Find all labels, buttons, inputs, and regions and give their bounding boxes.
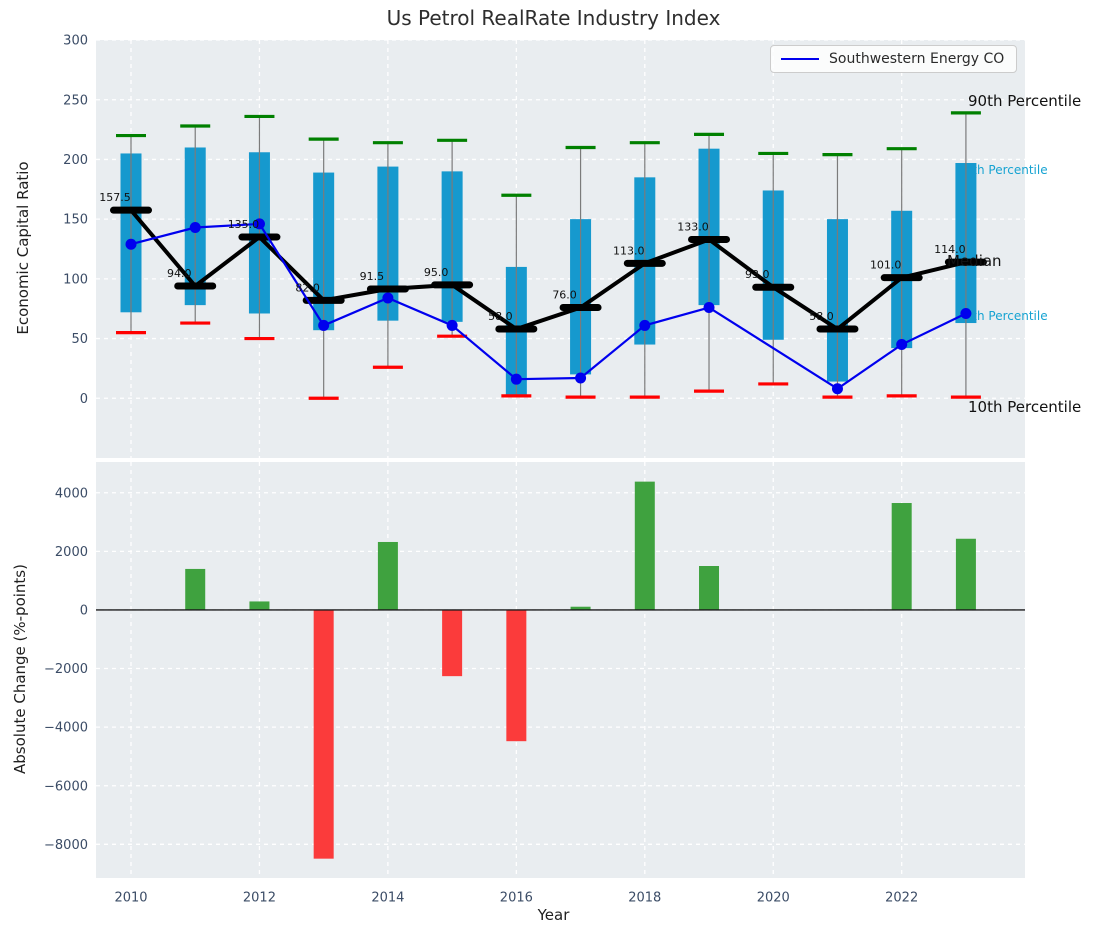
chart-title: Us Petrol RealRate Industry Index xyxy=(386,6,721,30)
median-value-label-2022: 101.0 xyxy=(870,259,902,272)
top-y-tick-150: 150 xyxy=(63,213,88,228)
company-marker-2015 xyxy=(446,319,458,331)
median-dash-2017 xyxy=(559,304,602,312)
change-bar-2016 xyxy=(506,609,527,742)
top-y-tick-250: 250 xyxy=(63,93,88,108)
median-dash-2023 xyxy=(944,258,987,266)
legend-line-sample xyxy=(781,58,819,60)
x-tick-2020: 2020 xyxy=(757,891,790,906)
x-tick-2014: 2014 xyxy=(371,891,404,906)
change-bar-2013 xyxy=(313,609,334,859)
top-y-tick-300: 300 xyxy=(63,34,88,49)
median-dash-2022 xyxy=(880,274,923,282)
median-value-label-2017: 76.0 xyxy=(552,289,577,302)
median-value-label-2020: 93.0 xyxy=(745,268,770,281)
median-value-label-2021: 58.0 xyxy=(809,310,834,323)
median-dash-2021 xyxy=(816,325,859,333)
bottom-axes-background xyxy=(96,462,1025,878)
median-dash-2010 xyxy=(110,206,153,214)
bottom-y-tick-2000: 2000 xyxy=(55,545,88,560)
company-marker-2010 xyxy=(125,238,137,250)
median-value-label-2014: 91.5 xyxy=(360,270,385,283)
company-marker-2023 xyxy=(960,307,972,319)
bottom-y-tick-4000: 4000 xyxy=(55,486,88,501)
bottom-y-tick-0: 0 xyxy=(80,603,88,618)
change-bar-2011 xyxy=(185,568,206,610)
median-line xyxy=(129,208,967,332)
annotation-90th-percentile: 90th Percentile xyxy=(968,92,1082,111)
annotation-median: Median xyxy=(947,252,1002,271)
change-bar-2017 xyxy=(570,606,591,610)
median-value-label-2016: 58.0 xyxy=(488,310,513,323)
change-bar-2012 xyxy=(249,601,270,610)
x-tick-2010: 2010 xyxy=(114,891,147,906)
x-tick-2016: 2016 xyxy=(500,891,533,906)
median-value-label-2015: 95.0 xyxy=(424,266,449,279)
annotation-10th-percentile: 10th Percentile xyxy=(968,397,1082,416)
bottom-y-tick-−4000: −4000 xyxy=(44,721,88,736)
median-value-label-2013: 82.0 xyxy=(295,281,320,294)
company-marker-2021 xyxy=(831,383,843,395)
change-bar-2019 xyxy=(699,566,720,610)
company-marker-2022 xyxy=(896,339,908,351)
company-marker-2019 xyxy=(703,302,715,314)
top-y-axis-label: Economic Capital Ratio xyxy=(14,161,32,335)
bottom-y-axis-label: Absolute Change (%-points) xyxy=(11,564,29,774)
company-marker-2012 xyxy=(253,218,265,230)
legend: Southwestern Energy CO xyxy=(770,45,1018,73)
bottom-y-tick-−6000: −6000 xyxy=(44,779,88,794)
median-dash-2020 xyxy=(752,283,795,291)
x-axis-label: Year xyxy=(537,906,570,924)
top-y-tick-100: 100 xyxy=(63,272,88,287)
median-value-label-2018: 113.0 xyxy=(613,244,645,257)
company-marker-2017 xyxy=(575,372,587,384)
change-bar-2015 xyxy=(442,609,463,677)
median-dash-2013 xyxy=(302,296,345,304)
company-marker-2016 xyxy=(510,373,522,385)
median-dash-2011 xyxy=(174,282,217,290)
median-dash-2015 xyxy=(431,281,474,289)
legend-label: Southwestern Energy CO xyxy=(829,51,1005,67)
median-dash-2014 xyxy=(366,285,409,293)
annotation-75th-percentile: 75th Percentile xyxy=(957,163,1048,178)
x-tick-2012: 2012 xyxy=(243,891,276,906)
median-dash-2016 xyxy=(495,325,538,333)
median-value-label-2023: 114.0 xyxy=(934,243,966,256)
median-value-label-2019: 133.0 xyxy=(677,220,709,233)
company-marker-2013 xyxy=(318,319,330,331)
change-bar-2014 xyxy=(377,541,398,610)
top-y-tick-0: 0 xyxy=(80,392,88,407)
top-y-tick-50: 50 xyxy=(71,332,88,347)
bottom-y-tick-−8000: −8000 xyxy=(44,838,88,853)
bottom-y-tick-−2000: −2000 xyxy=(44,662,88,677)
company-marker-2011 xyxy=(189,222,201,234)
median-dash-2018 xyxy=(623,259,666,267)
change-bar-2018 xyxy=(634,481,655,610)
median-dash-2019 xyxy=(688,235,731,243)
annotation-25th-percentile: 25th Percentile xyxy=(957,308,1048,323)
median-value-label-2012: 135.0 xyxy=(228,218,260,231)
top-y-tick-200: 200 xyxy=(63,153,88,168)
x-tick-2022: 2022 xyxy=(885,891,918,906)
x-tick-2018: 2018 xyxy=(628,891,661,906)
median-value-label-2011: 94.0 xyxy=(167,267,192,280)
company-marker-2014 xyxy=(382,292,394,304)
median-dash-2012 xyxy=(238,233,281,241)
company-marker-2018 xyxy=(639,319,651,331)
change-bar-2022 xyxy=(891,503,912,610)
median-value-label-2010: 157.5 xyxy=(99,191,131,204)
change-bar-2023 xyxy=(955,538,976,610)
